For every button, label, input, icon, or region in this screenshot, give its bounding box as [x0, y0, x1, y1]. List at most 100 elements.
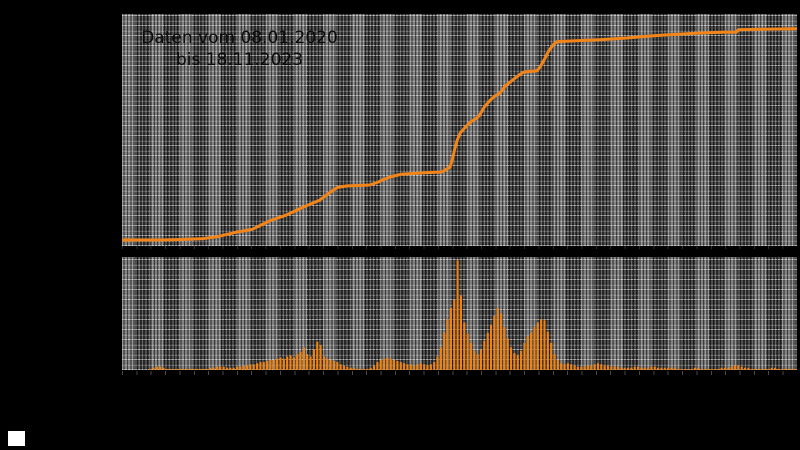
weekly-bar — [356, 368, 359, 370]
weekly-bar — [336, 362, 339, 370]
daily-bars-chart — [149, 260, 797, 370]
weekly-bar — [359, 368, 362, 370]
weekly-bar — [232, 367, 235, 370]
cumulative-line — [122, 27, 797, 242]
weekly-bar — [346, 366, 349, 370]
weekly-bar — [409, 364, 412, 370]
weekly-bar — [757, 368, 760, 370]
weekly-bar — [362, 368, 366, 370]
weekly-bar — [663, 367, 666, 370]
weekly-bar — [443, 332, 446, 370]
weekly-bar — [259, 362, 262, 370]
weekly-bar — [690, 368, 693, 370]
weekly-bar — [453, 299, 456, 370]
weekly-bar — [279, 357, 282, 370]
weekly-bar — [212, 367, 215, 370]
weekly-bar — [740, 366, 743, 370]
weekly-bar — [413, 365, 416, 370]
weekly-bar — [713, 368, 716, 370]
weekly-bar — [576, 366, 579, 370]
weekly-bar — [262, 362, 265, 370]
weekly-bar — [469, 342, 473, 370]
weekly-bar — [503, 327, 506, 370]
weekly-bar — [215, 366, 219, 370]
weekly-bar — [550, 342, 553, 370]
weekly-bar — [339, 364, 342, 370]
weekly-bar — [506, 338, 509, 370]
weekly-bar — [750, 368, 753, 370]
weekly-bar — [556, 359, 559, 370]
weekly-bar — [476, 354, 479, 370]
weekly-bar — [623, 367, 626, 370]
weekly-bar — [560, 363, 563, 370]
weekly-bar — [332, 360, 336, 370]
weekly-bar — [710, 368, 713, 370]
weekly-bar — [723, 367, 726, 370]
weekly-bar — [667, 367, 670, 370]
weekly-bar — [520, 350, 523, 370]
weekly-bar — [249, 364, 252, 370]
weekly-bar — [526, 336, 529, 370]
weekly-bar — [653, 366, 656, 370]
weekly-bar — [282, 358, 285, 370]
weekly-bar — [747, 367, 750, 370]
weekly-bar — [296, 354, 299, 370]
weekly-bar — [700, 368, 703, 370]
weekly-bar — [406, 364, 409, 370]
weekly-bar — [493, 315, 496, 370]
weekly-bar — [366, 368, 369, 370]
weekly-bar — [777, 368, 780, 370]
chart-title-line1: Daten vom 08.01.2020 — [141, 28, 338, 48]
weekly-bar — [543, 320, 546, 370]
weekly-bar — [169, 368, 172, 370]
daily-bars-panel — [122, 257, 797, 370]
weekly-bar — [286, 356, 289, 370]
weekly-bar — [683, 368, 686, 370]
chart-title-line2: bis 18.11.2023 — [175, 50, 304, 70]
weekly-bar — [770, 367, 773, 370]
corner-marker — [8, 431, 25, 446]
weekly-bar — [376, 362, 379, 370]
weekly-bar — [225, 367, 229, 370]
weekly-bar — [309, 356, 312, 370]
weekly-bar — [449, 307, 452, 370]
weekly-bar — [349, 367, 352, 370]
weekly-bar — [479, 349, 483, 370]
weekly-bar — [162, 367, 165, 370]
weekly-bar — [195, 368, 199, 370]
weekly-bar — [289, 355, 292, 370]
x-axis-ticks-bottom-panel — [122, 371, 797, 375]
weekly-bar — [727, 367, 730, 370]
weekly-bar — [209, 367, 212, 370]
weekly-bar — [352, 367, 356, 370]
weekly-bar — [660, 367, 663, 370]
weekly-bar — [459, 295, 462, 370]
weekly-bar — [483, 340, 486, 370]
weekly-bar — [155, 366, 158, 370]
weekly-bar — [292, 357, 295, 370]
weekly-bar — [496, 307, 499, 370]
weekly-bar — [643, 367, 646, 370]
weekly-bar — [236, 366, 239, 370]
weekly-bar — [416, 364, 419, 370]
weekly-bar — [192, 368, 195, 370]
cumulative-line-chart — [122, 27, 797, 242]
weekly-bar — [573, 365, 576, 370]
weekly-bar — [299, 351, 302, 370]
weekly-bar — [703, 368, 706, 370]
weekly-bar — [436, 356, 439, 370]
weekly-bar — [717, 368, 720, 370]
weekly-bar — [446, 319, 449, 370]
weekly-bar — [386, 357, 389, 370]
weekly-bar — [189, 368, 192, 370]
weekly-bar — [583, 366, 586, 370]
weekly-bar — [590, 365, 593, 370]
weekly-bar — [673, 367, 676, 370]
weekly-bar — [419, 363, 422, 370]
weekly-bar — [319, 345, 322, 370]
weekly-bar — [456, 260, 459, 370]
weekly-bar — [677, 368, 680, 370]
weekly-bar — [433, 362, 436, 370]
weekly-bar — [600, 364, 603, 370]
weekly-bar — [423, 364, 426, 370]
